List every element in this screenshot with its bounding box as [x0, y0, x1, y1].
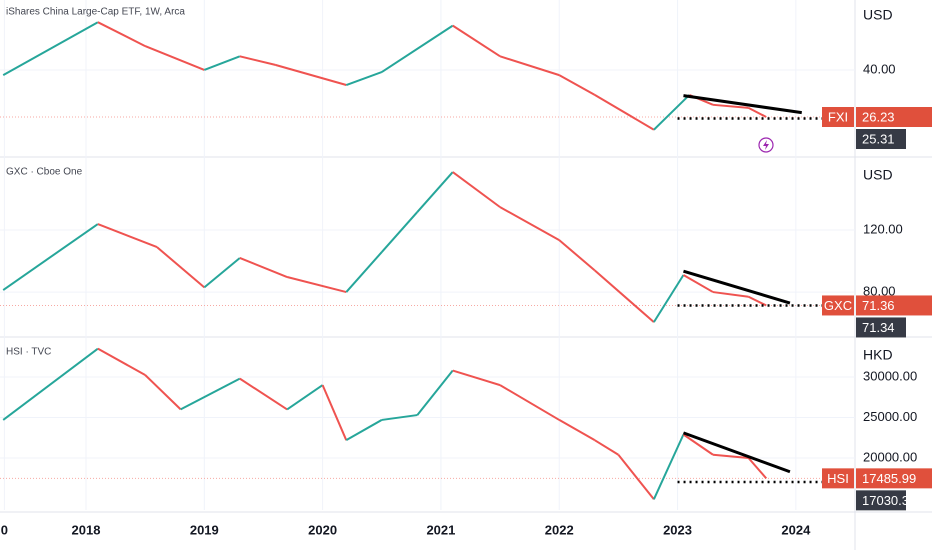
- price-segment: [416, 369, 454, 416]
- prev-price-badge: [856, 490, 906, 511]
- price-segment: [653, 274, 685, 323]
- symbol-badge-label: GXC: [824, 298, 852, 313]
- price-segment: [682, 274, 714, 293]
- price-segment: [97, 223, 158, 249]
- symbol-badge-label: HSI: [827, 471, 849, 486]
- trendline: [683, 94, 802, 115]
- price-segment: [499, 206, 560, 242]
- price-segment: [381, 211, 419, 253]
- price-segment: [203, 55, 241, 71]
- trendline: [683, 269, 791, 305]
- scale-unit: USD: [863, 7, 893, 23]
- prev-price-label: 25.31: [862, 131, 895, 146]
- price-segment: [345, 71, 383, 86]
- price-segment: [652, 434, 685, 500]
- x-tick-label: 2021: [426, 522, 455, 537]
- symbol-badge: [822, 468, 854, 489]
- symbol-badge: [822, 107, 854, 128]
- prev-price-label: 17030.30: [862, 493, 916, 508]
- price-segment: [452, 369, 501, 387]
- prev-price-label: 71.34: [862, 320, 895, 335]
- y-tick-label: 40.00: [863, 61, 896, 76]
- price-segment: [381, 414, 418, 421]
- x-tick-label: 2022: [545, 522, 574, 537]
- y-tick-label: 25000.00: [863, 409, 917, 424]
- price-segment: [286, 384, 324, 411]
- price-segment: [558, 74, 596, 96]
- price-segment: [712, 291, 749, 298]
- pane-title: GXC · Cboe One: [6, 167, 83, 178]
- last-price-badge: [856, 107, 932, 128]
- price-segment: [452, 24, 501, 58]
- price-segment: [558, 419, 596, 442]
- price-segment: [156, 246, 205, 289]
- price-segment: [203, 257, 241, 289]
- price-segment: [2, 223, 99, 291]
- price-segment: [286, 276, 347, 294]
- pane-title: HSI · TVC: [6, 347, 51, 358]
- x-tick-label: 2024: [781, 522, 811, 537]
- price-segment: [499, 55, 560, 77]
- price-segment: [239, 377, 288, 411]
- price-segment: [144, 45, 205, 71]
- price-segment: [416, 171, 454, 213]
- price-segment: [617, 454, 655, 500]
- price-segment: [682, 433, 714, 456]
- y-tick-label: 30000.00: [863, 368, 917, 383]
- price-segment: [712, 103, 749, 109]
- price-segment: [594, 269, 655, 323]
- price-segment: [239, 257, 288, 278]
- price-segment: [748, 106, 767, 118]
- y-tick-label: 20000.00: [863, 449, 917, 464]
- price-segment: [345, 251, 383, 293]
- price-segment: [712, 453, 749, 459]
- x-tick-label: 2020: [308, 522, 337, 537]
- x-tick-label: 2019: [190, 522, 219, 537]
- last-price-badge: [856, 295, 932, 316]
- price-segment: [594, 94, 655, 131]
- y-tick-label: 120.00: [863, 221, 903, 236]
- price-segment: [499, 384, 560, 421]
- x-tick-label: 2018: [72, 522, 101, 537]
- event-icon[interactable]: [758, 137, 774, 153]
- price-segment: [2, 21, 99, 76]
- price-segment: [558, 239, 596, 272]
- price-segment: [2, 347, 99, 421]
- price-segment: [180, 377, 241, 411]
- price-segment: [275, 63, 347, 86]
- prev-price-badge: [856, 317, 906, 338]
- price-segment: [747, 457, 768, 480]
- last-price-badge: [856, 468, 932, 489]
- scale-unit: HKD: [863, 347, 893, 363]
- price-segment: [97, 347, 146, 376]
- symbol-badge-label: FXI: [828, 109, 848, 124]
- price-segment: [381, 24, 454, 73]
- price-segment: [239, 55, 276, 66]
- price-segment: [653, 94, 691, 131]
- price-segment: [97, 21, 146, 47]
- y-tick-label: 80.00: [863, 284, 896, 299]
- trendline: [682, 431, 791, 474]
- event-icon-bolt: [763, 140, 769, 150]
- price-segment: [452, 171, 501, 208]
- scale-unit: USD: [863, 167, 893, 183]
- price-segment: [321, 384, 348, 441]
- price-segment: [594, 439, 619, 456]
- prev-price-badge: [856, 129, 906, 150]
- last-price-label: 17485.99: [862, 471, 916, 486]
- x-tick-label: 2023: [663, 522, 692, 537]
- x-tick-label: 0: [1, 522, 8, 537]
- symbol-badge: [822, 295, 854, 316]
- last-price-label: 71.36: [862, 298, 895, 313]
- price-segment: [345, 419, 383, 442]
- price-segment: [748, 295, 767, 307]
- price-segment: [144, 374, 182, 411]
- last-price-label: 26.23: [862, 109, 895, 124]
- pane-title: iShares China Large-Cap ETF, 1W, Arca: [6, 7, 185, 18]
